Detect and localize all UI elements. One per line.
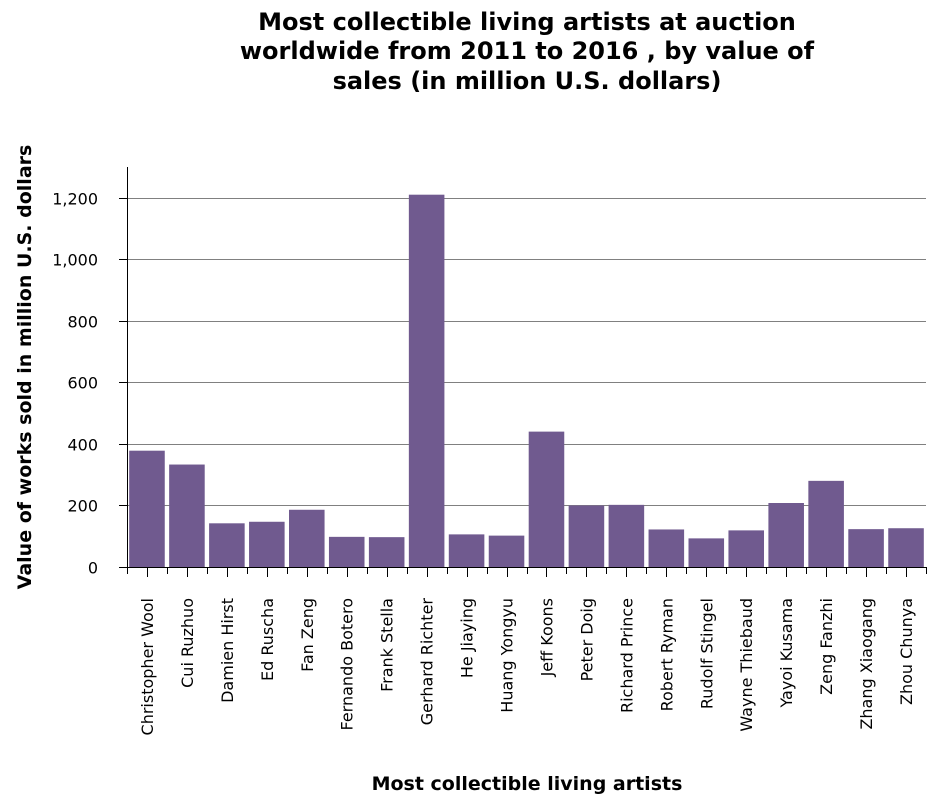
x-tick-label: Wayne Thiebaud [737,598,756,732]
y-tick-label: 1,000 [52,251,98,270]
bar [768,503,804,567]
x-tick-label: Zeng Fanzhi [817,598,836,695]
x-tick-label: Fan Zeng [298,598,317,672]
bar [848,529,884,567]
x-tick-label: Jeff Koons [537,598,556,677]
bar [568,505,605,567]
y-tick-label: 400 [67,436,98,455]
bar [169,464,205,567]
bar [368,537,405,567]
chart-title: Most collectible living artists at aucti… [240,8,815,95]
bar [528,431,565,567]
bar [728,530,765,567]
x-tick-label: Damien Hirst [218,598,237,703]
x-tick-label: Yayoi Kusama [777,598,796,709]
x-tick-label: He Jiaying [458,598,477,678]
bar [289,509,325,567]
bar [688,538,725,567]
x-tick-label: Rudolf Stingel [697,598,716,709]
bar [448,534,485,567]
x-tick-label: Zhou Chunya [897,598,916,705]
x-tick-label: Richard Prince [617,598,636,713]
bar [249,521,285,567]
bar [488,535,525,567]
y-tick-label: 1,200 [52,190,98,209]
x-tick-label: Frank Stella [378,598,397,692]
bar [209,523,245,567]
y-axis-label: Value of works sold in million U.S. doll… [14,145,36,590]
x-tick-label: Cui Ruzhuo [178,598,197,688]
x-tick-label: Gerhard Richter [418,598,437,726]
y-tick-label: 0 [88,559,98,578]
bar [328,536,365,567]
bars [129,194,924,567]
y-tick-label: 600 [67,374,98,393]
bar [888,528,924,567]
x-axis-ticks: Christopher Wool Cui Ruzhuo Damien Hirst Ed… [127,567,927,735]
x-tick-label: Peter Doig [577,598,596,681]
chart-title-line-1: Most collectible living artists at aucti… [258,8,796,36]
bar [608,504,645,567]
bar [808,480,844,567]
bar [408,194,445,567]
x-tick-label: Zhang Xiaogang [857,598,876,730]
y-tick-label: 200 [67,497,98,516]
x-tick-label: Fernando Botero [338,598,357,730]
bar [648,529,685,567]
gridlines [127,198,926,506]
y-axis-ticks: 0 200 400 600 800 1,000 1,200 [52,190,127,578]
x-tick-label: Huang Yongyu [498,598,517,713]
axes [127,167,926,568]
y-tick-label: 800 [67,313,98,332]
x-tick-label: Robert Ryman [657,598,676,711]
x-axis-label: Most collectible living artists [372,773,683,795]
chart-title-line-2: worldwide from 2011 to 2016 , by value o… [240,37,815,65]
x-tick-label: Christopher Wool [138,598,157,735]
bar [129,450,165,567]
x-tick-label: Ed Ruscha [258,598,277,681]
chart-title-line-3: sales (in million U.S. dollars) [333,67,722,95]
